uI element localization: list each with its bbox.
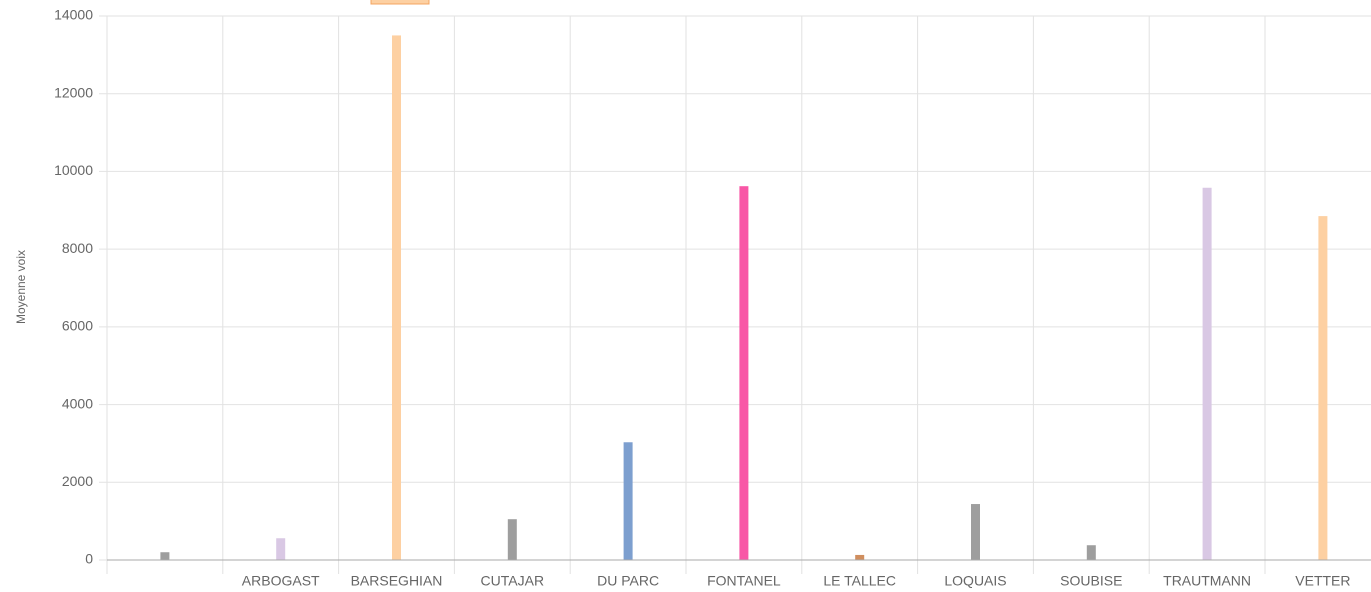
x-tick-label: SOUBISE xyxy=(1060,573,1122,589)
y-tick-label: 14000 xyxy=(54,7,93,23)
x-tick-label: TRAUTMANN xyxy=(1163,573,1251,589)
bar xyxy=(392,35,401,560)
x-tick-label: BARSEGHIAN xyxy=(351,573,443,589)
bar xyxy=(1086,545,1096,560)
bar xyxy=(623,442,633,560)
y-tick-label: 4000 xyxy=(62,395,93,411)
bar xyxy=(1202,187,1212,560)
x-tick-label: CUTAJAR xyxy=(481,573,545,589)
y-tick-label: 10000 xyxy=(54,162,93,178)
x-tick-label: FONTANEL xyxy=(707,573,781,589)
y-tick-label: 6000 xyxy=(62,318,93,334)
x-tick-label: DU PARC xyxy=(597,573,659,589)
y-tick-label: 12000 xyxy=(54,84,93,100)
bar xyxy=(739,186,749,561)
x-tick-label: LOQUAIS xyxy=(944,573,1006,589)
bar xyxy=(160,552,170,560)
bar xyxy=(855,554,865,560)
bar xyxy=(971,504,980,560)
bar xyxy=(276,538,286,560)
x-tick-label: LE TALLEC xyxy=(823,573,896,589)
y-tick-label: 0 xyxy=(85,551,93,567)
y-axis-label: Moyenne voix xyxy=(14,250,28,324)
legend-swatch xyxy=(370,0,430,5)
y-tick-label: 8000 xyxy=(62,240,93,256)
y-tick-label: 2000 xyxy=(62,473,93,489)
x-tick-label: VETTER xyxy=(1295,573,1350,589)
bar xyxy=(1318,216,1328,560)
x-tick-label: ARBOGAST xyxy=(242,573,320,589)
bar xyxy=(507,519,517,560)
